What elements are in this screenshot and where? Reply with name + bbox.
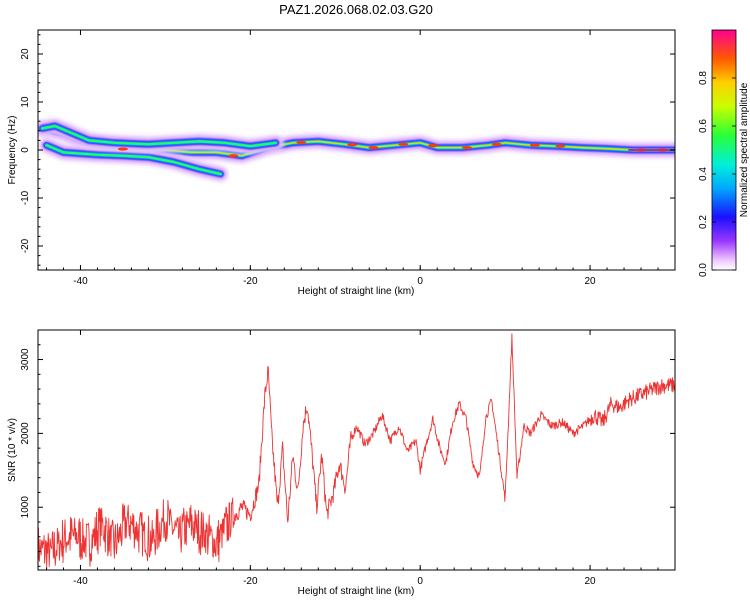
spectrogram-y-tick-label: -20 (20, 238, 31, 253)
snr-plot-area (38, 330, 675, 570)
spectrogram-ridge (41, 124, 277, 148)
colorbar-ticks: 0.0 0.2 0.4 0.6 0.8 (698, 71, 736, 277)
colorbar-tick-label: 0.6 (698, 119, 709, 133)
spectrogram-ridge (45, 144, 222, 176)
spectrogram-hotspot (296, 140, 307, 144)
spectrogram-hotspot (368, 146, 379, 150)
spectrogram-x-tick-label: 20 (585, 276, 597, 287)
spectrogram-x-tick-label: 0 (417, 276, 423, 287)
spectrogram-ticks: -40 -20 0 20 -20 -10 0 10 20 (20, 30, 675, 287)
colorbar-tick-label: 0.4 (698, 167, 709, 181)
snr-series-line (38, 333, 675, 570)
snr-x-tick-label: 20 (585, 576, 597, 587)
spectrogram-hotspot (427, 144, 438, 148)
spectrogram-y-tick-label: 20 (20, 48, 31, 60)
spectrogram-y-tick-label: 10 (20, 96, 31, 108)
snr-series-group (38, 333, 675, 570)
snr-x-axis-label: Height of straight line (km) (298, 586, 415, 597)
snr-ticks: -40 -20 0 20 1000 2000 3000 (20, 329, 676, 587)
spectrogram-y-tick-label: 0 (20, 147, 31, 153)
spectrogram-hotspot (461, 146, 472, 150)
colorbar-gradient (712, 30, 736, 270)
spectrogram-hotspot (347, 143, 358, 147)
colorbar-frame (711, 29, 737, 271)
spectrogram-y-tick-label: -10 (20, 190, 31, 205)
spectrogram-hotspot (398, 142, 409, 146)
spectrogram-hotspot (117, 147, 128, 151)
snr-y-tick-label: 2000 (20, 422, 31, 445)
snr-x-tick-label: -40 (73, 576, 88, 587)
spectrogram-panel: -40 -20 0 20 -20 -10 0 10 20 Height of straight … (7, 29, 676, 297)
colorbar: 0.0 0.2 0.4 0.6 0.8 Normalized spectral ampl… (698, 29, 750, 277)
spectrogram-hotspot (491, 142, 502, 146)
snr-y-tick-label: 1000 (20, 496, 31, 519)
snr-y-axis-label: SNR (10 * v/v) (7, 418, 18, 482)
snr-x-tick-label: 0 (417, 576, 423, 587)
spectrogram-x-axis-label: Height of straight line (km) (298, 286, 415, 297)
spectrogram-x-tick-label: -40 (73, 276, 88, 287)
colorbar-tick-label: 0.8 (698, 71, 709, 85)
spectrogram-hotspot (555, 144, 566, 148)
snr-x-tick-label: -20 (243, 576, 258, 587)
spectrogram-hotspot (529, 143, 540, 147)
spectrogram-ridges (38, 118, 675, 182)
snr-y-tick-label: 3000 (20, 348, 31, 371)
colorbar-tick-label: 0.2 (698, 215, 709, 229)
snr-frame (37, 329, 676, 571)
spectrogram-x-tick-label: -20 (243, 276, 258, 287)
snr-panel: -40 -20 0 20 1000 2000 3000 Height of straight… (7, 329, 676, 597)
spectrogram-y-axis-label: Frequency (Hz) (7, 116, 18, 185)
spectrogram-hotspot (228, 154, 239, 158)
colorbar-tick-label: 0.0 (698, 263, 709, 277)
chart-title: PAZ1.2026.068.02.03.G20 (279, 2, 433, 17)
colorbar-label: Normalized spectral amplitude (739, 82, 750, 217)
